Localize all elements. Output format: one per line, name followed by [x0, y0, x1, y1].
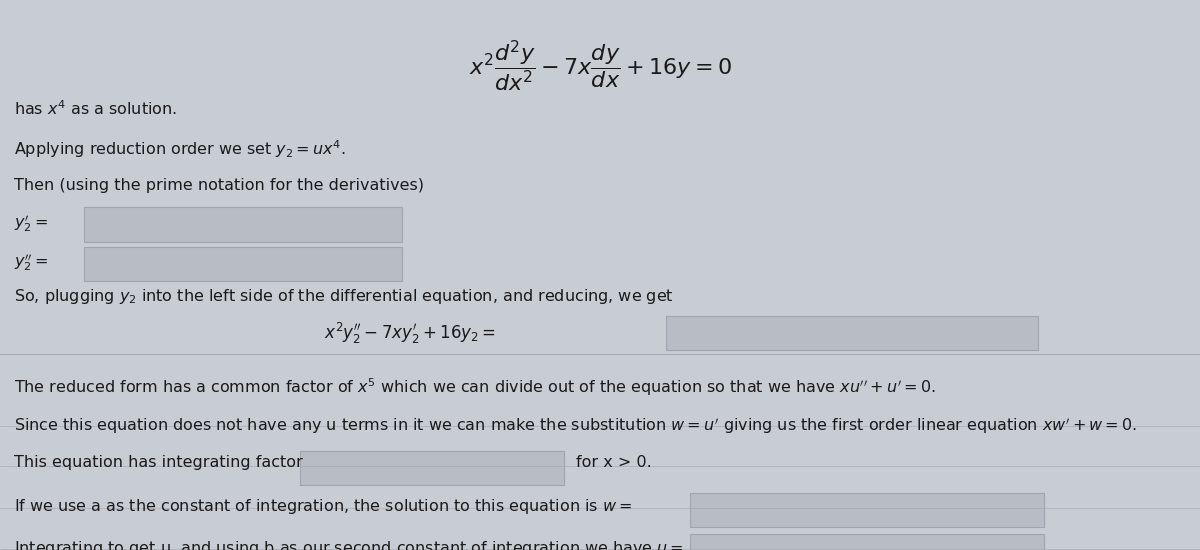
Text: has $x^4$ as a solution.: has $x^4$ as a solution. [14, 99, 178, 118]
Text: The reduced form has a common factor of $x^5$ which we can divide out of the equ: The reduced form has a common factor of … [14, 376, 936, 398]
FancyBboxPatch shape [690, 534, 1044, 550]
FancyBboxPatch shape [690, 493, 1044, 527]
Text: $y_2' =$: $y_2' =$ [14, 212, 49, 234]
Text: for x > 0.: for x > 0. [576, 455, 652, 470]
FancyBboxPatch shape [300, 451, 564, 485]
Text: $y_2'' =$: $y_2'' =$ [14, 251, 49, 273]
Text: This equation has integrating factor: This equation has integrating factor [14, 455, 304, 470]
Text: Since this equation does not have any u terms in it we can make the substitution: Since this equation does not have any u … [14, 416, 1138, 436]
Text: Then (using the prime notation for the derivatives): Then (using the prime notation for the d… [14, 178, 425, 193]
FancyBboxPatch shape [84, 247, 402, 281]
Text: $x^2y_2'' - 7xy_2' + 16y_2 =$: $x^2y_2'' - 7xy_2' + 16y_2 =$ [324, 321, 496, 346]
Text: Applying reduction order we set $y_2 = ux^4$.: Applying reduction order we set $y_2 = u… [14, 139, 347, 160]
Text: $x^2\dfrac{d^2y}{dx^2} - 7x\dfrac{dy}{dx} + 16y = 0$: $x^2\dfrac{d^2y}{dx^2} - 7x\dfrac{dy}{dx… [468, 39, 732, 94]
Text: So, plugging $y_2$ into the left side of the differential equation, and reducing: So, plugging $y_2$ into the left side of… [14, 287, 674, 306]
Text: If we use a as the constant of integration, the solution to this equation is $w : If we use a as the constant of integrati… [14, 497, 632, 516]
Text: Integrating to get u, and using b as our second constant of integration we have : Integrating to get u, and using b as our… [14, 538, 684, 550]
FancyBboxPatch shape [666, 316, 1038, 350]
FancyBboxPatch shape [84, 207, 402, 241]
